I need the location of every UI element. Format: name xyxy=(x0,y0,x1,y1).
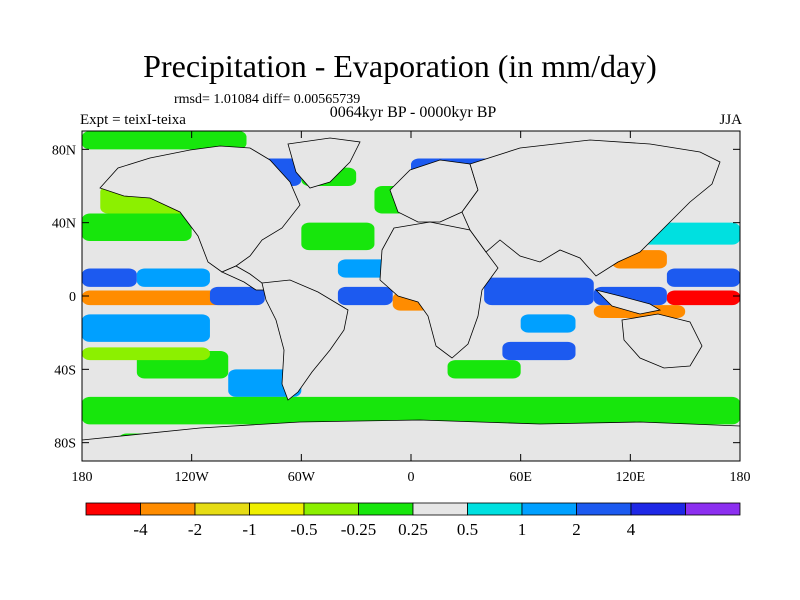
lat-tick-label: 80N xyxy=(52,143,76,158)
colorbar-swatch xyxy=(576,502,632,516)
contour-region xyxy=(82,131,247,150)
contour-region xyxy=(337,286,393,306)
lon-tick-label: 120E xyxy=(616,470,646,485)
colorbar-label: -0.5 xyxy=(291,520,318,539)
colorbar-label: 0.5 xyxy=(457,520,478,539)
contour-region xyxy=(502,341,576,361)
colorbar-label: -2 xyxy=(188,520,202,539)
lon-tick-label: 0 xyxy=(408,470,415,485)
lat-tick-label: 40S xyxy=(54,363,76,378)
contour-region xyxy=(82,268,137,287)
lon-tick-label: 180 xyxy=(730,470,751,485)
colorbar-swatch xyxy=(249,502,305,516)
continents xyxy=(82,137,740,461)
stats-label: rmsd= 1.01084 diff= 0.00565739 xyxy=(174,92,361,107)
landmass-north-america xyxy=(99,145,301,273)
contour-region xyxy=(82,314,210,342)
colorbar-label: -4 xyxy=(133,520,148,539)
season-label: JJA xyxy=(719,112,742,128)
contour-region xyxy=(82,213,192,241)
lat-tick-label: 80S xyxy=(54,437,76,452)
colorbar-label: 0.25 xyxy=(398,520,428,539)
colorbar-swatch xyxy=(685,502,741,516)
colorbar-label: -0.25 xyxy=(341,520,376,539)
landmass-antarctica xyxy=(82,419,740,461)
colorbar-swatch xyxy=(467,502,523,516)
colorbar: -4 -2 -1 -0.5 -0.25 0.25 0.5 1 2 4 xyxy=(85,502,741,539)
landmass-asia xyxy=(461,139,721,277)
colorbar-swatch xyxy=(194,502,250,516)
colorbar-swatch xyxy=(303,502,359,516)
colorbar-label: 2 xyxy=(572,520,581,539)
lon-tick-label: 120W xyxy=(175,470,210,485)
landmass-australia xyxy=(621,313,703,369)
colorbar-label: 1 xyxy=(518,520,527,539)
contour-region xyxy=(520,314,576,333)
landmass-greenland xyxy=(287,137,361,189)
experiment-label: Expt = teixI-teixa xyxy=(80,112,186,128)
contour-region xyxy=(447,360,521,379)
contour-region xyxy=(484,277,594,306)
colorbar-swatch xyxy=(412,502,468,516)
contour-region xyxy=(209,286,265,306)
contour-region xyxy=(82,347,210,361)
lon-tick-label: 60E xyxy=(509,470,532,485)
contour-region xyxy=(666,290,740,306)
colorbar-swatch xyxy=(140,502,196,516)
lon-tick-label: 60W xyxy=(288,470,316,485)
colorbar-swatch xyxy=(85,502,141,516)
contour-region xyxy=(82,396,740,425)
lat-tick-label: 0 xyxy=(69,290,76,305)
contour-region xyxy=(301,222,375,251)
contour-region xyxy=(136,268,210,287)
landmass-indonesia xyxy=(594,289,662,315)
contour-region xyxy=(666,268,740,287)
contour-region xyxy=(82,290,247,306)
colorbar-swatch xyxy=(630,502,686,516)
period-subtitle: 0064kyr BP - 0000kyr BP xyxy=(329,104,497,121)
colorbar-label: 4 xyxy=(627,520,636,539)
colorbar-label: -1 xyxy=(242,520,256,539)
colorbar-swatch xyxy=(358,502,414,516)
colorbar-swatch xyxy=(521,502,577,516)
landmass-south-america xyxy=(261,279,349,401)
lat-tick-label: 40N xyxy=(52,217,76,232)
lon-tick-label: 180 xyxy=(72,470,93,485)
chart-title: Precipitation - Evaporation (in mm/day) xyxy=(143,48,657,84)
